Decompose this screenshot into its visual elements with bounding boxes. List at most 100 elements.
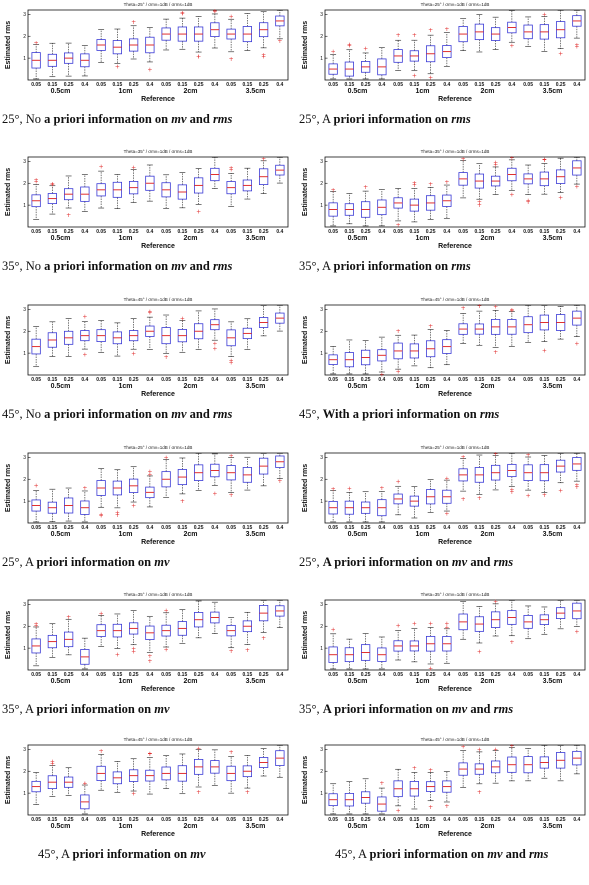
x-tick-label: 0.4 — [276, 525, 283, 531]
outlier-marker: + — [574, 482, 579, 489]
caption-italic: rms — [479, 407, 500, 421]
outlier-marker: + — [412, 72, 417, 79]
x-tick-label: 0.05 — [393, 817, 403, 823]
outlier-marker: + — [379, 780, 384, 787]
outlier-marker: + — [396, 32, 401, 39]
outlier-marker: + — [412, 32, 417, 39]
x-tick-label: 0.4 — [508, 377, 515, 383]
box — [361, 201, 371, 218]
x-tick-label: 0.05 — [523, 377, 533, 383]
group-label: 1cm — [415, 235, 429, 242]
plot-frame — [27, 452, 289, 524]
x-tick-label: 0.15 — [410, 82, 420, 88]
outlier-marker: + — [229, 167, 234, 174]
x-tick-label: 0.15 — [243, 82, 253, 88]
x-tick-label: 0.4 — [211, 229, 218, 235]
x-tick-label: 0.05 — [458, 525, 468, 531]
group-label: 3.5cm — [246, 235, 266, 242]
group-label: 0.5cm — [348, 823, 368, 830]
outlier-marker: + — [229, 453, 234, 460]
x-tick-label: 0.05 — [523, 817, 533, 823]
x-tick-label: 0.25 — [491, 817, 501, 823]
x-axis-label: Reference — [141, 539, 175, 546]
caption-prefix: 45°, — [299, 407, 323, 421]
caption-bold: and — [502, 847, 529, 861]
x-tick-label: 0.05 — [31, 82, 41, 88]
outlier-marker: + — [50, 181, 55, 188]
y-tick-label: 3 — [320, 307, 323, 313]
caption-italic: rms — [212, 407, 233, 421]
outlier-marker: + — [229, 13, 234, 20]
x-tick-label: 0.4 — [146, 525, 153, 531]
x-tick-label: 0.15 — [540, 672, 550, 678]
x-tick-label: 0.05 — [161, 672, 171, 678]
x-tick-label: 0.05 — [161, 82, 171, 88]
box — [377, 199, 387, 216]
outlier-marker: + — [444, 803, 449, 810]
x-axis-label: Reference — [141, 831, 175, 838]
x-tick-label: 0.25 — [259, 525, 269, 531]
x-tick-label: 0.15 — [410, 229, 420, 235]
outlier-marker: + — [477, 789, 482, 796]
outlier-marker: + — [428, 621, 433, 628]
y-tick-label: 1 — [23, 646, 26, 652]
y-tick-label: 2 — [320, 477, 323, 483]
group-label: 3.5cm — [543, 823, 563, 830]
x-tick-label: 0.4 — [378, 377, 385, 383]
group-label: 0.5cm — [348, 383, 368, 390]
caption-italic: mv — [154, 702, 170, 716]
outlier-marker: + — [180, 10, 185, 17]
outlier-marker: + — [115, 509, 120, 516]
outlier-marker: + — [147, 750, 152, 757]
caption-italic: mv — [451, 555, 468, 569]
outlier-marker: + — [542, 492, 547, 499]
group-label: 0.5cm — [51, 88, 71, 95]
x-tick-label: 0.25 — [259, 377, 269, 383]
y-tick-label: 1 — [23, 499, 26, 505]
y-tick-label: 1 — [23, 56, 26, 62]
x-tick-label: 0.4 — [276, 229, 283, 235]
box — [393, 780, 403, 798]
box — [409, 640, 420, 652]
outlier-marker: + — [396, 328, 401, 335]
outlier-marker: + — [34, 179, 39, 186]
x-tick-label: 0.4 — [443, 672, 450, 678]
x-tick-label: 0.15 — [475, 817, 485, 823]
x-tick-label: 0.15 — [178, 672, 188, 678]
x-tick-label: 0.05 — [161, 229, 171, 235]
x-tick-label: 0.25 — [194, 82, 204, 88]
x-tick-label: 0.4 — [81, 525, 88, 531]
outlier-marker: + — [558, 488, 563, 495]
x-tick-label: 0.25 — [129, 377, 139, 383]
outlier-marker: + — [34, 177, 39, 184]
outlier-marker: + — [412, 765, 417, 772]
x-tick-label: 0.05 — [393, 229, 403, 235]
x-tick-label: 0.4 — [276, 82, 283, 88]
x-tick-label: 0.4 — [146, 229, 153, 235]
outlier-marker: + — [347, 486, 352, 493]
outlier-marker: + — [574, 42, 579, 49]
outlier-marker: + — [229, 165, 234, 172]
x-tick-label: 0.4 — [81, 672, 88, 678]
y-tick-label: 2 — [23, 34, 26, 40]
x-tick-label: 0.4 — [276, 817, 283, 823]
figure-caption: 25°, A priori information on mv and rms — [299, 555, 513, 570]
group-label: 2cm — [480, 678, 494, 685]
outlier-marker: + — [493, 451, 498, 458]
x-axis-label: Reference — [438, 391, 472, 398]
box — [409, 781, 420, 797]
caption-bold: priori information on — [369, 847, 488, 861]
outlier-marker: + — [164, 607, 169, 614]
x-tick-label: 0.25 — [259, 82, 269, 88]
x-tick-label: 0.25 — [556, 229, 566, 235]
plot-frame — [27, 156, 289, 228]
x-tick-label: 0.4 — [81, 82, 88, 88]
boxplot-chart: Theta=25° / σmv=1dB / σrms=1dB 1 2 3 Estimat… — [302, 445, 586, 546]
x-tick-label: 0.15 — [178, 229, 188, 235]
chart-title: Theta=45° / σmv=1dB / σrms=1dB — [421, 297, 490, 302]
x-tick-label: 0.25 — [259, 817, 269, 823]
outlier-marker: + — [50, 759, 55, 766]
outlier-marker: + — [261, 52, 266, 59]
outlier-marker: + — [229, 56, 234, 63]
x-tick-label: 0.05 — [226, 377, 236, 383]
